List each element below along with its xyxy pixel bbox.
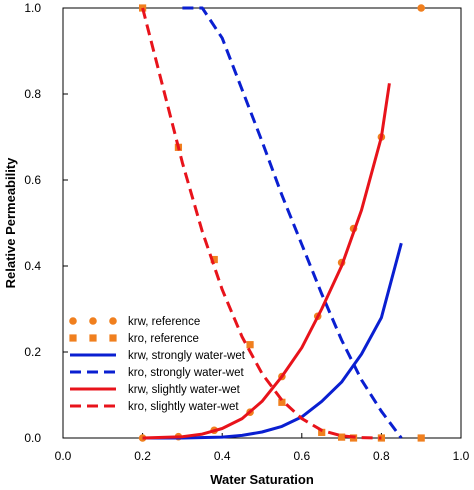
legend: krw, reference kro, reference krw, strongl… (69, 316, 246, 413)
legend-item: kro, strongly water-wet (70, 367, 244, 379)
x-axis-title: Water Saturation (210, 472, 314, 487)
series-layer (138, 4, 426, 442)
legend-swatch (89, 317, 97, 325)
legend-label: krw, strongly water-wet (128, 350, 246, 362)
x-tick-label: 0.6 (293, 449, 310, 463)
legend-label: krw, slightly water-wet (128, 384, 241, 396)
legend-item: kro, reference (69, 333, 199, 345)
legend-swatch (69, 334, 77, 342)
y-tick-label: 0.0 (24, 431, 41, 445)
legend-label: krw, reference (128, 316, 200, 328)
legend-item: krw, reference (69, 316, 200, 328)
x-tick-label: 0.8 (373, 449, 390, 463)
series-line (142, 83, 391, 440)
plot-area-frame (62, 7, 462, 439)
legend-swatch (69, 317, 77, 325)
legend-label: kro, reference (128, 333, 199, 345)
series-line (182, 6, 403, 439)
legend-swatch (109, 317, 117, 325)
axes (62, 7, 462, 439)
series-line (141, 7, 382, 440)
x-tick-label: 0.0 (55, 449, 72, 463)
y-tick-label: 0.2 (24, 345, 41, 359)
data-point (338, 433, 346, 441)
y-tick-label: 0.8 (24, 87, 41, 101)
legend-swatch (109, 334, 117, 342)
data-point (278, 398, 286, 406)
series-line (142, 242, 403, 440)
x-tick-label: 0.2 (134, 449, 151, 463)
legend-swatch (89, 334, 97, 342)
y-tick-label: 0.6 (24, 173, 41, 187)
legend-item: kro, slightly water-wet (70, 401, 239, 413)
y-axis-title: Relative Permeability (3, 157, 18, 289)
series-kro-slightly-water-wet (141, 7, 382, 440)
legend-label: kro, slightly water-wet (128, 401, 239, 413)
x-tick-label: 0.4 (214, 449, 231, 463)
y-tick-label: 1.0 (24, 1, 41, 15)
series-kro-strongly-water-wet (182, 6, 403, 439)
legend-item: krw, strongly water-wet (70, 350, 246, 362)
x-tick-label: 1.0 (453, 449, 470, 463)
data-point (417, 4, 426, 12)
y-tick-label: 0.4 (24, 259, 41, 273)
series-krw-strongly-water-wet (142, 242, 403, 440)
legend-item: krw, slightly water-wet (70, 384, 241, 396)
legend-label: kro, strongly water-wet (128, 367, 244, 379)
data-point (318, 428, 326, 437)
data-point (246, 341, 254, 349)
data-point (417, 434, 425, 442)
series-krw-slightly-water-wet (142, 83, 391, 440)
tick-layer: 0.0 0.2 0.4 0.6 0.8 1.0 0.0 0.2 0.4 0.6 0.8 1.0 (24, 1, 469, 463)
data-point (210, 255, 218, 264)
